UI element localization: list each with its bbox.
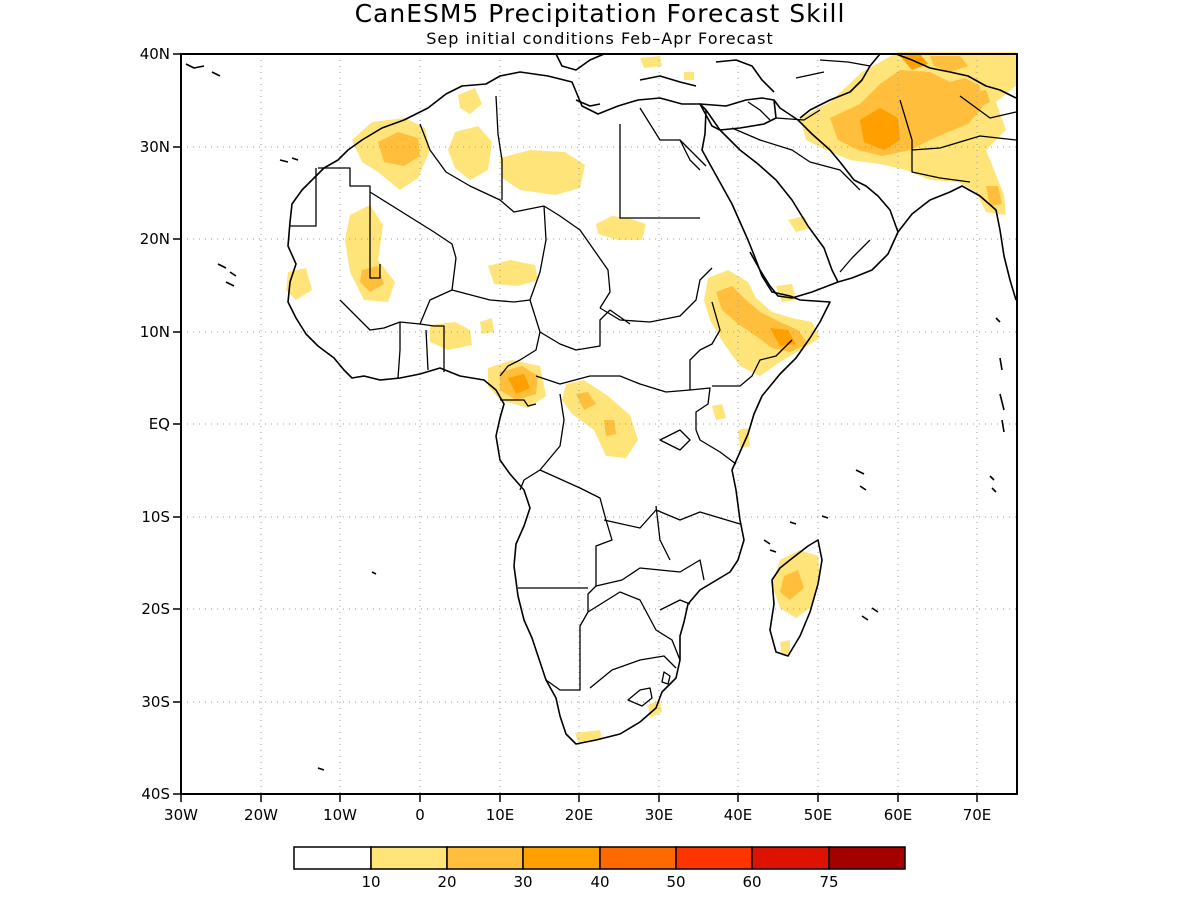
y-tick-label: 30N bbox=[140, 138, 170, 156]
colorbar-label: 75 bbox=[819, 873, 838, 891]
chart-subtitle: Sep initial conditions Feb–Apr Forecast bbox=[426, 29, 774, 48]
x-tick-label: 30E bbox=[645, 806, 674, 824]
y-tick-label: 20S bbox=[141, 600, 170, 618]
y-tick-label: 40N bbox=[140, 45, 170, 63]
colorbar-label: 10 bbox=[361, 873, 380, 891]
x-tick-label: 10E bbox=[486, 806, 515, 824]
colorbar-box bbox=[751, 846, 830, 870]
x-tick-label: 10W bbox=[323, 806, 357, 824]
y-tick-label: 20N bbox=[140, 230, 170, 248]
colorbar-label: 20 bbox=[437, 873, 456, 891]
colorbar-label: 30 bbox=[513, 873, 532, 891]
colorbar-box bbox=[828, 846, 906, 870]
x-tick-label: 50E bbox=[804, 806, 833, 824]
colorbar-box bbox=[675, 846, 753, 870]
colorbar: 10 20 30 40 50 60 75 bbox=[293, 846, 906, 891]
x-axis-labels: 30W 20W 10W 0 10E 20E 30E 40E 50E 60E 70… bbox=[164, 806, 991, 824]
y-tick-label: 10N bbox=[140, 323, 170, 341]
y-axis-ticks bbox=[173, 53, 181, 795]
map-panel: 30W 20W 10W 0 10E 20E 30E 40E 50E 60E 70… bbox=[140, 45, 1018, 824]
country-borders bbox=[290, 59, 1017, 707]
x-axis-ticks bbox=[180, 794, 978, 802]
y-tick-label: EQ bbox=[149, 415, 170, 433]
y-tick-label: 10S bbox=[141, 508, 170, 526]
coastlines bbox=[185, 53, 1017, 771]
x-tick-label: 40E bbox=[724, 806, 753, 824]
y-tick-label: 30S bbox=[141, 693, 170, 711]
x-tick-label: 70E bbox=[963, 806, 992, 824]
chart-title: CanESM5 Precipitation Forecast Skill bbox=[355, 0, 846, 28]
colorbar-box bbox=[446, 846, 524, 870]
colorbar-label: 50 bbox=[666, 873, 685, 891]
y-tick-label: 40S bbox=[141, 785, 170, 803]
x-tick-label: 30W bbox=[164, 806, 198, 824]
colorbar-box bbox=[599, 846, 677, 870]
colorbar-label: 60 bbox=[742, 873, 761, 891]
x-tick-label: 20W bbox=[244, 806, 278, 824]
x-tick-label: 20E bbox=[565, 806, 594, 824]
colorbar-box bbox=[370, 846, 448, 870]
x-tick-label: 60E bbox=[884, 806, 913, 824]
colorbar-box bbox=[522, 846, 601, 870]
colorbar-label: 40 bbox=[590, 873, 609, 891]
colorbar-box bbox=[293, 846, 372, 870]
graticule bbox=[181, 54, 1017, 794]
x-tick-label: 0 bbox=[415, 806, 425, 824]
y-axis-labels: 40N 30N 20N 10N EQ 10S 20S 30S 40S bbox=[140, 45, 170, 803]
